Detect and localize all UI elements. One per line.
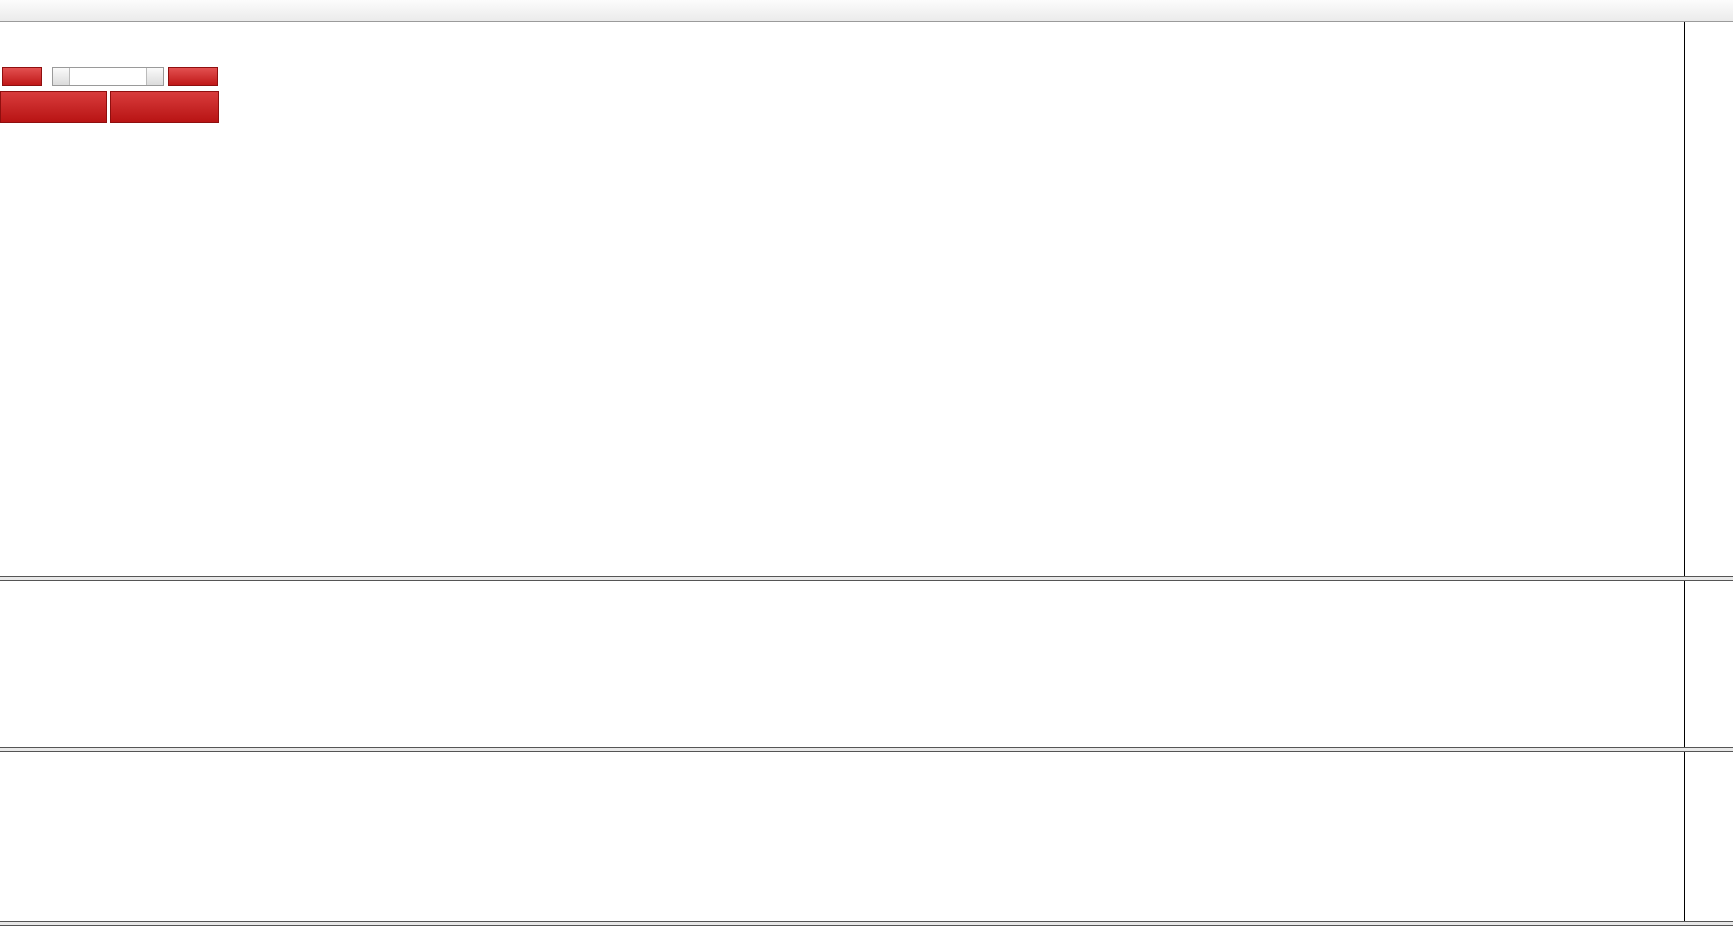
buy-button[interactable] [168,67,218,86]
sell-button[interactable] [2,67,42,86]
main-toolbar [0,0,1733,22]
panel-divider-rsi[interactable] [0,747,1733,752]
volume-input[interactable] [71,68,145,85]
volume-up-button[interactable] [146,68,163,85]
buy-price[interactable] [110,91,219,123]
volume-stepper [52,67,164,86]
chart-window[interactable] [0,22,1733,944]
panel-divider-dates[interactable] [0,921,1733,926]
panel-divider-macd[interactable] [0,576,1733,581]
sell-price[interactable] [0,91,107,123]
volume-down-button[interactable] [53,68,70,85]
price-axis-line [1684,22,1685,925]
